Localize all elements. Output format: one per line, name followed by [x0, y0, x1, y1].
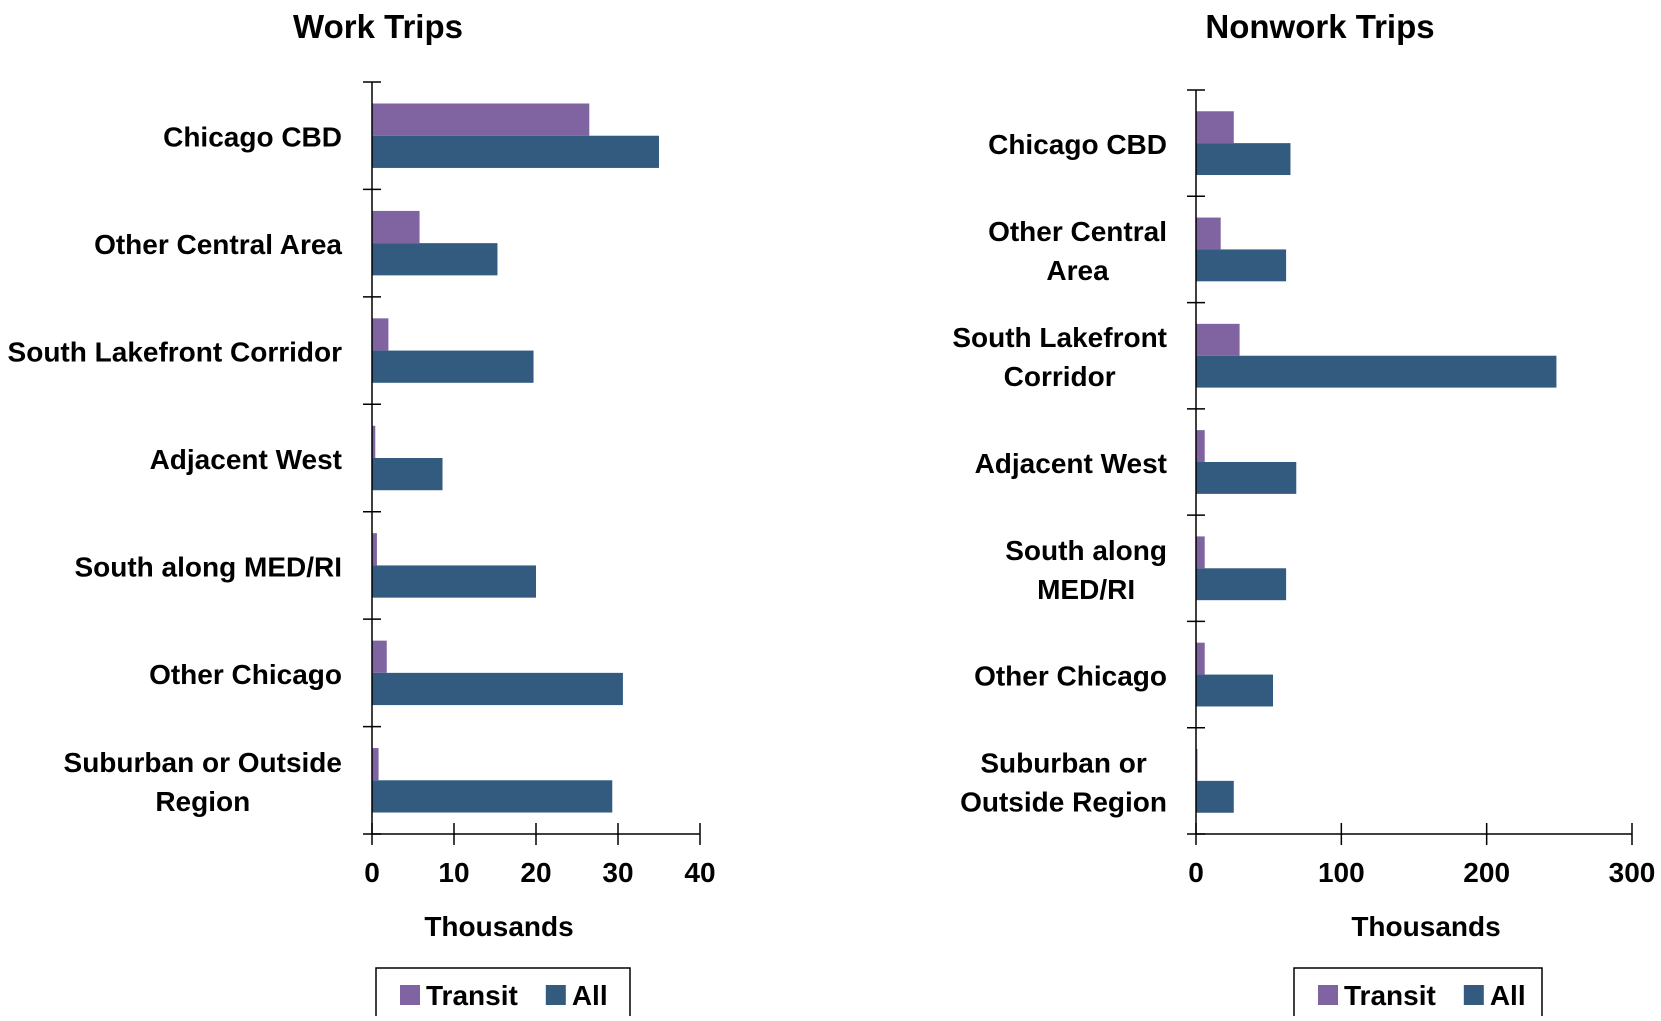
bar-all-3 [1196, 462, 1297, 494]
bar-all-3 [372, 458, 443, 491]
bar-all-5 [372, 672, 623, 706]
category-label: Adjacent West [150, 444, 342, 475]
category-label: Outside Region [960, 786, 1167, 817]
nonwork-trips-chart: Nonwork Trips Chicago CBD Other Central Are… [952, 8, 1656, 1021]
category-label: South along MED/RI [74, 551, 342, 582]
legend-label-all: All [1490, 980, 1526, 1011]
category-label: South Lakefront Corridor [8, 337, 343, 368]
category-label: Other Central [988, 216, 1167, 247]
x-tick-label: 300 [1609, 857, 1656, 888]
legend-label-transit: Transit [1344, 980, 1436, 1011]
bar-all-1 [1196, 249, 1287, 282]
x-axis-label: Thousands [424, 911, 573, 942]
chart-title: Work Trips [293, 8, 463, 45]
bar-all-5 [1196, 674, 1274, 707]
category-label: Adjacent West [975, 448, 1167, 479]
x-tick-label: 10 [438, 857, 469, 888]
x-tick-label: 20 [520, 857, 551, 888]
bar-transit-5 [372, 640, 387, 673]
legend-label-all: All [572, 980, 608, 1011]
category-label: Chicago CBD [988, 129, 1167, 160]
bar-transit-0 [1196, 111, 1234, 144]
bar-transit-4 [1196, 536, 1205, 569]
bar-all-0 [1196, 143, 1291, 176]
bar-all-2 [1196, 355, 1557, 388]
legend: Transit All [375, 967, 631, 1021]
bar-transit-5 [1196, 642, 1205, 675]
category-label: Region [155, 786, 250, 817]
category-label: Chicago CBD [163, 122, 342, 153]
bar-transit-1 [1196, 217, 1221, 250]
category-label: Corridor [1004, 361, 1116, 392]
bar-all-1 [372, 243, 498, 276]
category-label: Other Central Area [94, 229, 342, 260]
bar-transit-2 [372, 318, 389, 351]
bar-transit-3 [1196, 430, 1205, 462]
category-label: Area [1046, 255, 1109, 286]
bar-transit-6 [372, 748, 379, 781]
x-tick-label: 40 [684, 857, 715, 888]
x-tick-label: 30 [602, 857, 633, 888]
work-trips-chart: Work Trips Chicago CBD Other Central Area S… [8, 8, 716, 1021]
bar-all-0 [372, 135, 659, 168]
legend-swatch-transit [1318, 985, 1338, 1005]
category-label: Other Chicago [974, 661, 1167, 692]
bar-transit-3 [372, 425, 376, 458]
bar-all-4 [1196, 568, 1287, 601]
category-label: Other Chicago [149, 659, 342, 690]
bar-all-6 [372, 780, 613, 813]
bar-transit-2 [1196, 323, 1240, 356]
legend-swatch-all [1463, 985, 1484, 1005]
category-label: South Lakefront [952, 322, 1167, 353]
legend-swatch-all [545, 985, 566, 1005]
x-axis-label: Thousands [1351, 911, 1500, 942]
bar-transit-4 [372, 533, 377, 566]
bar-transit-1 [372, 210, 420, 244]
category-label: Suburban or [980, 747, 1147, 778]
x-tick-label: 100 [1318, 857, 1365, 888]
bar-all-4 [372, 565, 536, 598]
bar-all-6 [1196, 780, 1234, 813]
x-tick-label: 0 [364, 857, 380, 888]
legend-swatch-transit [400, 985, 420, 1005]
category-label: MED/RI [1037, 574, 1135, 605]
legend: Transit All [1293, 967, 1543, 1021]
chart-title: Nonwork Trips [1205, 8, 1434, 45]
bar-all-2 [372, 350, 534, 383]
x-tick-label: 200 [1463, 857, 1510, 888]
bar-transit-0 [372, 103, 590, 136]
category-label: Suburban or Outside [64, 747, 342, 778]
x-tick-label: 0 [1188, 857, 1204, 888]
category-label: South along [1005, 535, 1167, 566]
legend-label-transit: Transit [426, 980, 518, 1011]
